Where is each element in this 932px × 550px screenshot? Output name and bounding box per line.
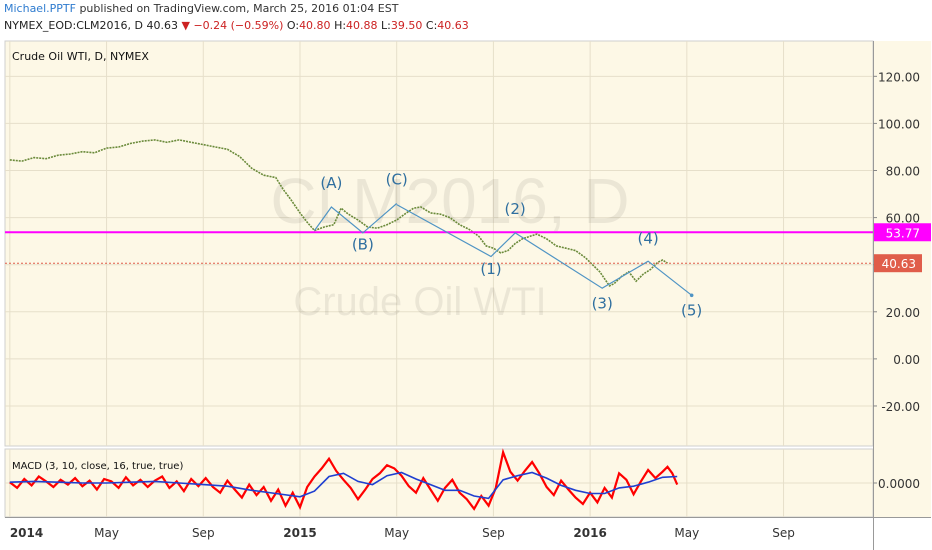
author-link[interactable]: Michael.PPTF [4, 2, 76, 15]
wave-label: (3) [592, 294, 613, 312]
x-tick-label: Sep [772, 526, 795, 540]
high-label: H: [334, 19, 347, 32]
y-tick-label: 120.00 [878, 70, 920, 84]
wave-label: (C) [386, 171, 408, 189]
last-price-label: 40.63 [882, 257, 916, 271]
published-text: published on TradingView.com, March 25, … [75, 2, 399, 15]
elliott-wave-layer: (A) (B) (C) (2) (1) (4) (3) (5) [314, 171, 702, 319]
last-price-badge [874, 254, 922, 273]
down-arrow-icon: ▼ [181, 19, 190, 32]
price-layer [5, 139, 873, 287]
low-value: 39.50 [390, 19, 423, 32]
y-tick-label: 0.00 [893, 353, 920, 367]
wave-label: (1) [480, 260, 501, 278]
x-tick-label: May [384, 526, 409, 540]
wave-label: (2) [505, 200, 526, 218]
macd-layer [9, 448, 679, 511]
macd-title: MACD (3, 10, close, 16, true, true) [12, 461, 183, 472]
x-tick-label: May [94, 526, 119, 540]
wave-label: (4) [638, 230, 659, 248]
low-label: L: [381, 19, 391, 32]
y-tick-label: 80.00 [886, 165, 920, 179]
wave-label: (5) [681, 301, 702, 319]
wave-end-point [689, 293, 694, 298]
axis-labels: 2014 May Sep 2015 May Sep 2016 May Sep 120.00 100.… [10, 70, 931, 540]
y-tick-label: -20.00 [881, 400, 920, 414]
close-value: 40.63 [437, 19, 469, 32]
wave-label: (B) [352, 235, 374, 253]
high-value: 40.88 [346, 19, 378, 32]
price-chart[interactable]: CLM2016, D Crude Oil WTI Crude Oil WTI, … [0, 38, 932, 550]
wave-label: (A) [320, 174, 342, 192]
symbol-info: NYMEX_EOD:CLM2016, D 40.63 ▼ −0.24 (−0.5… [4, 19, 469, 35]
open-value: 40.80 [299, 19, 331, 32]
main-pane[interactable] [4, 40, 874, 447]
price-axis[interactable] [873, 41, 931, 517]
last-value: 40.63 [146, 19, 178, 32]
y-tick-label: 20.00 [886, 306, 920, 320]
horizontal-level-badge [874, 223, 931, 242]
change-value: −0.24 (−0.59%) [193, 19, 284, 32]
x-tick-label: Sep [482, 526, 505, 540]
watermark-name: Crude Oil WTI [293, 280, 546, 324]
x-tick-label: 2016 [573, 526, 606, 540]
x-tick-label: May [674, 526, 699, 540]
close-label: C: [425, 19, 438, 32]
chart-title: Crude Oil WTI, D, NYMEX [12, 50, 149, 63]
x-tick-label: 2014 [10, 526, 43, 540]
y-tick-label: 100.00 [878, 117, 920, 131]
open-label: O: [286, 19, 300, 32]
macd-signal-line [9, 471, 678, 500]
publish-info: Michael.PPTF published on TradingView.co… [4, 2, 398, 18]
x-tick-label: 2015 [283, 526, 316, 540]
x-tick-label: Sep [192, 526, 215, 540]
symbol-name: NYMEX_EOD:CLM2016, D [4, 19, 143, 32]
y-tick-label: 60.00 [886, 212, 920, 226]
horizontal-level-label: 53.77 [886, 226, 920, 240]
macd-y-tick-label: 0.0000 [878, 477, 920, 491]
elliott-wave-line[interactable] [314, 203, 398, 234]
price-line [9, 139, 668, 287]
elliott-wave-line[interactable] [396, 204, 693, 296]
grid [5, 41, 873, 517]
